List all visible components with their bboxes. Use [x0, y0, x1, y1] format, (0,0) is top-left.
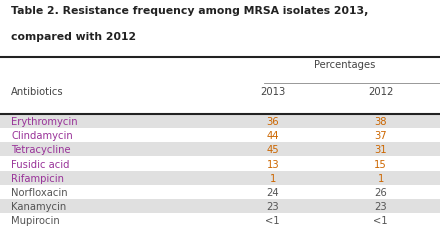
- Text: 13: 13: [267, 159, 279, 169]
- Text: 23: 23: [374, 201, 387, 211]
- Text: <1: <1: [265, 215, 280, 225]
- Text: 36: 36: [267, 117, 279, 127]
- Text: 23: 23: [267, 201, 279, 211]
- Text: compared with 2012: compared with 2012: [11, 32, 136, 42]
- Text: 1: 1: [270, 173, 276, 183]
- Text: 2012: 2012: [368, 86, 393, 96]
- Text: <1: <1: [373, 215, 388, 225]
- Text: Norfloxacin: Norfloxacin: [11, 187, 68, 197]
- Text: 15: 15: [374, 159, 387, 169]
- Text: 24: 24: [267, 187, 279, 197]
- Text: 44: 44: [267, 131, 279, 141]
- Text: Table 2. Resistance frequency among MRSA isolates 2013,: Table 2. Resistance frequency among MRSA…: [11, 6, 368, 16]
- Text: Antibiotics: Antibiotics: [11, 86, 64, 96]
- Bar: [0, 115, 440, 129]
- Text: Erythromycin: Erythromycin: [11, 117, 77, 127]
- Text: 1: 1: [378, 173, 384, 183]
- Bar: [0, 199, 440, 213]
- Text: 26: 26: [374, 187, 387, 197]
- Text: Mupirocin: Mupirocin: [11, 215, 60, 225]
- Text: Tetracycline: Tetracycline: [11, 145, 71, 155]
- Text: Percentages: Percentages: [314, 60, 375, 70]
- Text: 2013: 2013: [260, 86, 286, 96]
- Text: 38: 38: [374, 117, 387, 127]
- Text: 31: 31: [374, 145, 387, 155]
- Bar: [0, 143, 440, 157]
- Text: Fusidic acid: Fusidic acid: [11, 159, 70, 169]
- Text: Kanamycin: Kanamycin: [11, 201, 66, 211]
- Bar: [0, 171, 440, 185]
- Text: 45: 45: [267, 145, 279, 155]
- Text: Clindamycin: Clindamycin: [11, 131, 73, 141]
- Text: Rifampicin: Rifampicin: [11, 173, 64, 183]
- Text: 37: 37: [374, 131, 387, 141]
